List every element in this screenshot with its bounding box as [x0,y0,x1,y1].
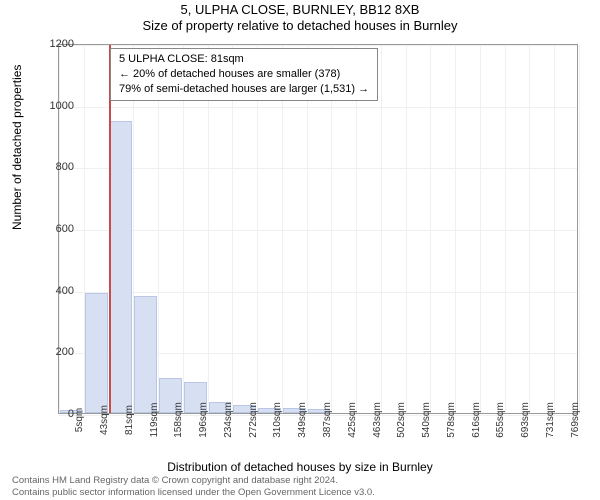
y-axis-label: Number of detached properties [10,65,24,230]
y-tick-label: 1200 [50,38,74,50]
y-tick-label: 600 [56,223,74,235]
chart-container: 5, ULPHA CLOSE, BURNLEY, BB12 8XB Size o… [0,0,600,500]
grid-line-h [59,168,577,169]
x-tick-label: 502sqm [396,402,407,438]
grid-line-v [529,45,530,413]
grid-line-v [430,45,431,413]
y-tick-label: 1000 [50,100,74,112]
page-title: 5, ULPHA CLOSE, BURNLEY, BB12 8XB [0,0,600,17]
x-axis-label: Distribution of detached houses by size … [0,460,600,474]
x-tick-label: 158sqm [173,402,184,438]
info-line-1: 5 ULPHA CLOSE: 81sqm [119,52,369,67]
histogram-bar [85,293,108,413]
grid-line-v [579,45,580,413]
x-tick-label: 196sqm [198,402,209,438]
x-tick-label: 119sqm [149,403,160,438]
x-tick-label: 310sqm [272,402,283,438]
footer-line-2: Contains public sector information licen… [12,487,375,498]
x-tick-label: 655sqm [495,402,506,438]
grid-line-v [406,45,407,413]
grid-line-v [505,45,506,413]
x-tick-label: 463sqm [372,402,383,438]
info-line-3: 79% of semi-detached houses are larger (… [119,82,369,97]
y-tick-label: 400 [56,285,74,297]
info-box: 5 ULPHA CLOSE: 81sqm ← 20% of detached h… [110,48,378,101]
x-tick-label: 272sqm [248,402,259,438]
grid-line-h [59,45,577,46]
grid-line-v [480,45,481,413]
y-tick-label: 200 [56,346,74,358]
histogram-bar [134,296,157,413]
x-tick-label: 693sqm [520,402,531,438]
footer: Contains HM Land Registry data © Crown c… [12,475,375,498]
x-tick-label: 234sqm [223,402,234,438]
footer-line-1: Contains HM Land Registry data © Crown c… [12,475,375,486]
grid-line-h [59,230,577,231]
x-tick-label: 769sqm [570,402,581,438]
x-tick-label: 540sqm [421,402,432,438]
y-tick-label: 800 [56,161,74,173]
x-tick-label: 616sqm [471,402,482,438]
histogram-bar [110,121,133,413]
page-subtitle: Size of property relative to detached ho… [0,17,600,33]
x-tick-label: 387sqm [322,402,333,438]
grid-line-v [455,45,456,413]
x-tick-label: 425sqm [347,402,358,438]
x-tick-label: 731sqm [545,402,556,438]
grid-line-v [554,45,555,413]
x-tick-label: 5sqm [74,408,85,432]
grid-line-v [381,45,382,413]
x-tick-label: 81sqm [124,405,135,435]
x-tick-label: 578sqm [446,402,457,438]
info-line-2: ← 20% of detached houses are smaller (37… [119,67,369,82]
grid-line-h [59,107,577,108]
grid-line-h [59,292,577,293]
x-tick-label: 349sqm [297,402,308,438]
